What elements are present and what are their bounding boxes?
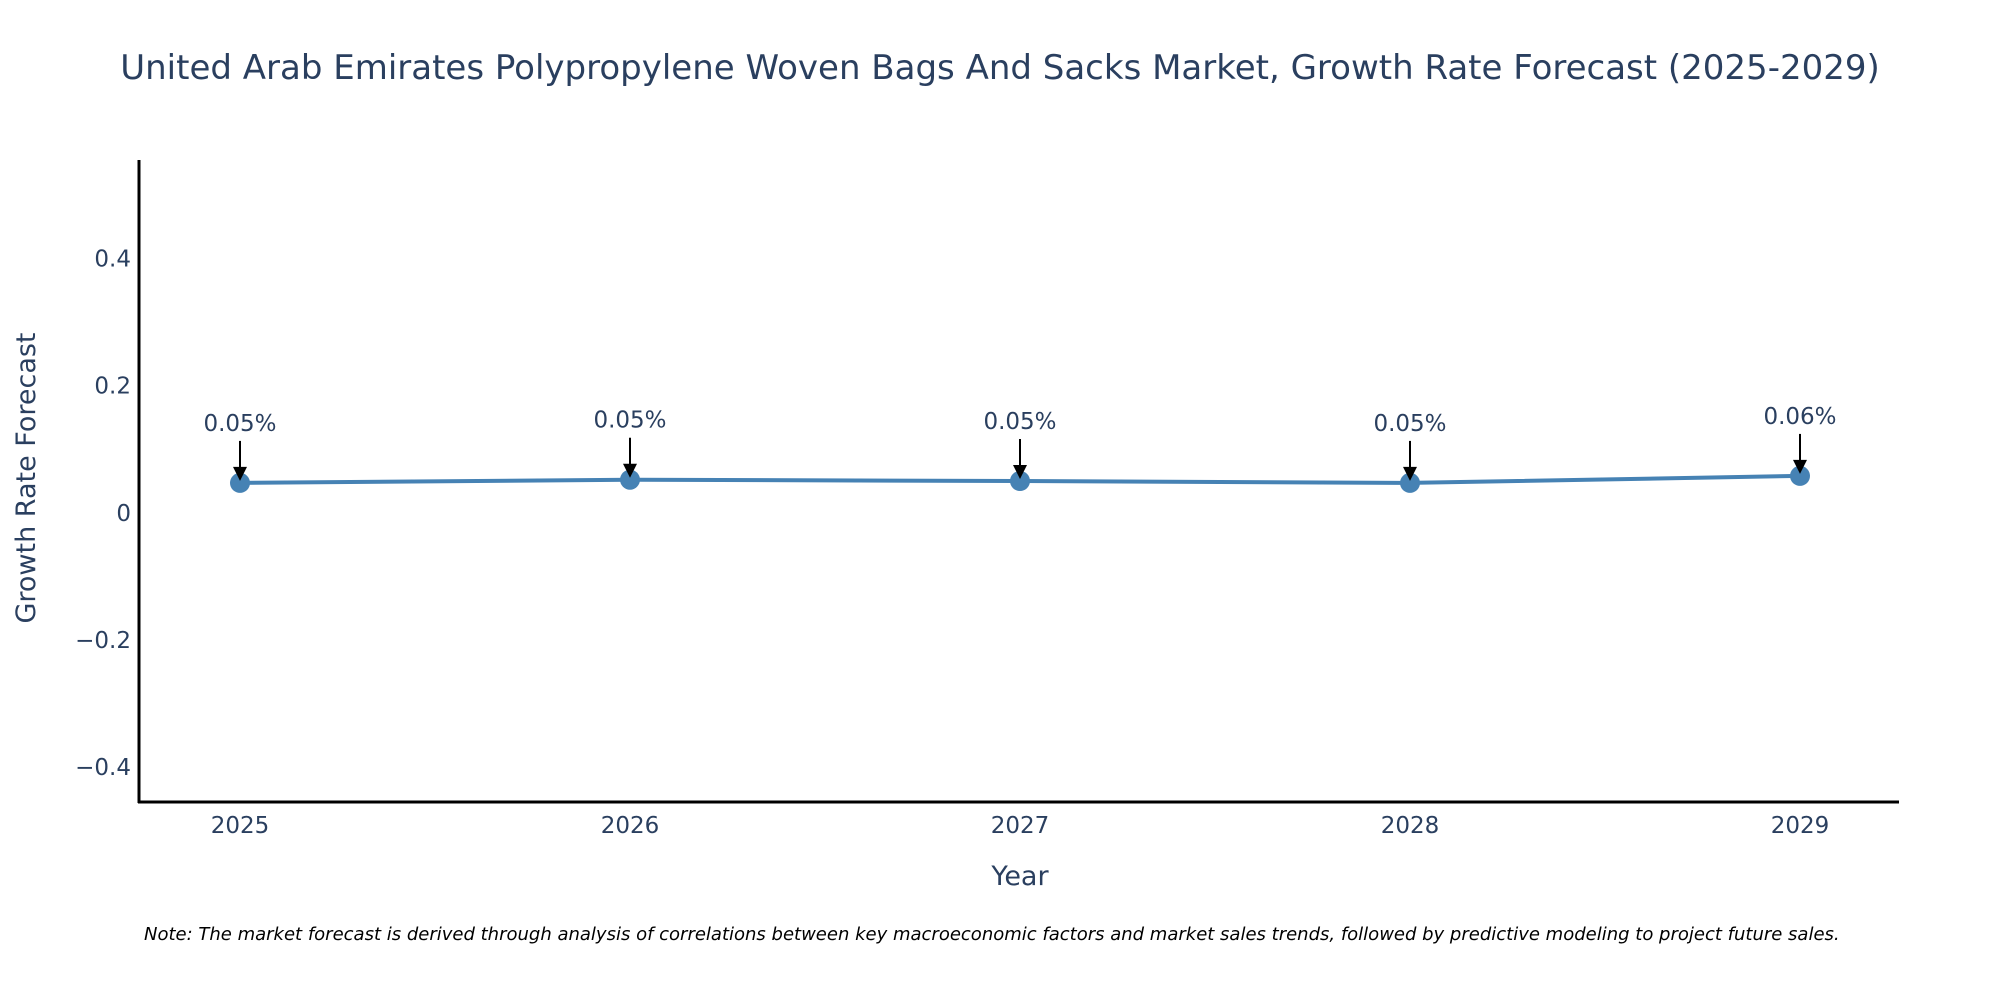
annotations-group: 0.05% 0.05% 0.05% 0.05% 0.06% — [203, 404, 1837, 481]
footnote: Note: The market forecast is derived thr… — [144, 924, 1840, 945]
x-tick-label: 2028 — [1381, 813, 1440, 839]
data-point — [1790, 465, 1810, 486]
data-label: 0.05% — [1373, 411, 1446, 437]
data-point — [620, 469, 640, 490]
annotation-arrowhead — [1403, 466, 1417, 481]
chart-title: United Arab Emirates Polypropylene Woven… — [120, 48, 1880, 88]
y-tick-label: −0.4 — [75, 755, 131, 781]
data-label: 0.06% — [1763, 404, 1836, 430]
x-axis-ticks: 2025 2026 2027 2028 2029 — [211, 813, 1830, 839]
y-tick-label: 0 — [116, 501, 131, 527]
x-tick-label: 2029 — [1771, 813, 1830, 839]
data-label: 0.05% — [983, 409, 1056, 435]
y-tick-label: 0.2 — [94, 374, 131, 400]
annotation-arrowhead — [233, 466, 247, 481]
annotation-arrowhead — [623, 463, 637, 478]
y-axis-ticks: 0.4 0.2 0 −0.2 −0.4 — [75, 247, 131, 782]
x-tick-label: 2027 — [991, 813, 1050, 839]
data-point — [230, 472, 250, 493]
data-point — [1400, 472, 1420, 493]
x-tick-label: 2026 — [601, 813, 660, 839]
data-label: 0.05% — [203, 411, 276, 437]
y-tick-label: −0.2 — [75, 628, 131, 654]
data-point — [1010, 471, 1030, 491]
annotation-arrowhead — [1793, 459, 1807, 474]
annotation-arrowhead — [1013, 465, 1027, 479]
data-label: 0.05% — [593, 408, 666, 434]
x-axis-title: Year — [990, 861, 1049, 892]
y-tick-label: 0.4 — [94, 247, 131, 273]
x-tick-label: 2025 — [211, 813, 270, 839]
series-group — [230, 465, 1810, 493]
y-axis-title: Growth Rate Forecast — [11, 332, 42, 623]
